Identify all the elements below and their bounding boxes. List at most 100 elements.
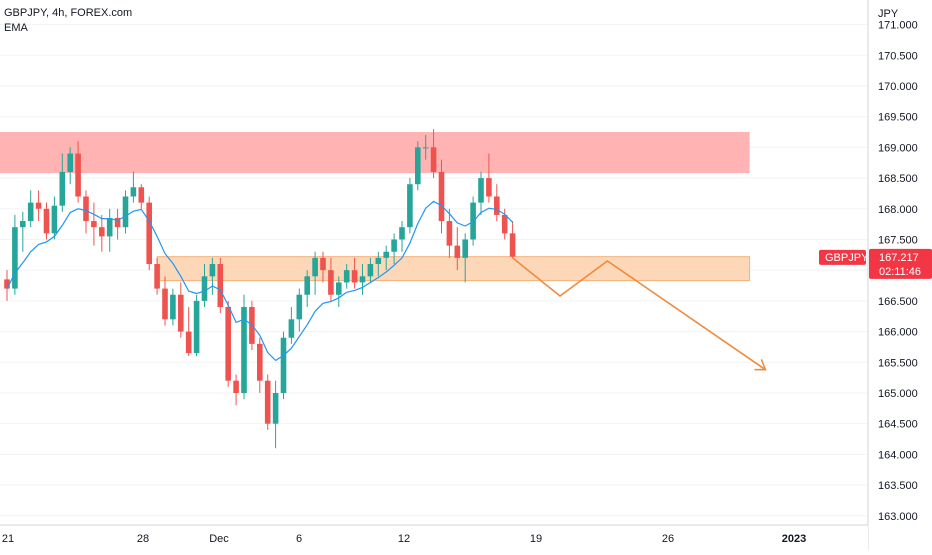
candle-body: [486, 178, 492, 197]
time-tick-label: 28: [137, 533, 149, 545]
price-tick-label: 169.000: [878, 142, 918, 154]
indicator-label[interactable]: EMA: [4, 22, 28, 34]
candle-body: [280, 337, 287, 393]
candle-body: [162, 288, 168, 320]
candle-body: [193, 300, 200, 354]
price-tick-label: 168.500: [878, 173, 918, 185]
candle-body: [122, 196, 129, 228]
candle-body: [154, 264, 160, 289]
candle-body: [304, 276, 310, 295]
candle-body: [257, 343, 263, 381]
candle-body: [446, 221, 453, 246]
time-tick-label: 19: [530, 533, 542, 545]
candle-body: [138, 187, 145, 203]
candle-body: [12, 227, 18, 289]
symbol-tag-bg: [819, 249, 866, 265]
candle-body: [91, 221, 97, 228]
time-tick-label: 6: [296, 533, 302, 545]
candle-body: [438, 171, 445, 222]
price-tag-bg: [869, 248, 932, 279]
time-tick-label: 26: [662, 533, 674, 545]
candle-body: [83, 196, 89, 222]
candle-body: [67, 153, 73, 172]
price-tick-label: 163.500: [878, 480, 918, 492]
candle-body: [75, 153, 81, 197]
candle-body: [27, 202, 34, 222]
price-tick-label: 163.000: [878, 511, 918, 523]
price-tick-label: 166.000: [878, 327, 918, 339]
candle-body: [217, 264, 224, 308]
candle-body: [178, 294, 184, 332]
resistance-zone: [0, 132, 750, 174]
candle-body: [288, 319, 295, 338]
candle-body: [201, 276, 208, 301]
candle-body: [20, 221, 26, 228]
price-tick-label: 164.000: [878, 449, 918, 461]
candle-body: [509, 233, 516, 257]
candle-body: [4, 279, 10, 289]
symbol-title[interactable]: GBPJPY, 4h, FOREX.com: [4, 7, 133, 19]
candle-body: [391, 239, 397, 252]
candles: [4, 128, 516, 449]
candle-body: [241, 307, 247, 393]
currency-label: JPY: [878, 8, 899, 20]
candle-body: [328, 270, 334, 295]
price-tick-label: 165.000: [878, 388, 918, 400]
projection-arrow: [512, 257, 766, 371]
candle-body: [264, 380, 271, 424]
time-tick-label: 21: [2, 533, 14, 545]
candle-body: [343, 270, 350, 283]
candle-body: [422, 147, 429, 149]
candle-body: [209, 264, 216, 277]
candle-body: [359, 276, 366, 283]
last-price-label: GBPJPY 167.217 02:11:46: [819, 248, 932, 279]
candle-body: [130, 187, 137, 197]
price-tick-label: 170.000: [878, 81, 918, 93]
candle-body: [478, 178, 484, 203]
time-tick-label: 2023: [782, 533, 806, 545]
candle-body: [51, 205, 58, 234]
candle-body: [272, 392, 279, 424]
support-zone: [156, 256, 751, 282]
candle-body: [35, 202, 42, 209]
candle-body: [494, 196, 500, 215]
candle-body: [399, 227, 405, 240]
candle-body: [312, 257, 318, 277]
candle-body: [185, 331, 192, 354]
candle-body: [99, 227, 105, 237]
candle-body: [43, 208, 50, 234]
price-tick-label: 164.500: [878, 419, 918, 431]
price-tick-label: 168.000: [878, 204, 918, 216]
candle-body: [462, 239, 468, 258]
candle-body: [170, 294, 176, 320]
price-tick-label: 166.500: [878, 296, 918, 308]
time-axis-bg[interactable]: [0, 525, 868, 550]
candle-body: [501, 214, 508, 234]
candle-body: [106, 217, 113, 237]
ema-line: [6, 200, 514, 362]
candle-body: [146, 202, 152, 265]
candle-body: [336, 282, 342, 295]
price-tick-label: 171.000: [878, 20, 918, 32]
candle-body: [296, 294, 303, 320]
zones: [0, 132, 751, 282]
candle-body: [351, 270, 358, 283]
price-tick-label: 169.500: [878, 112, 918, 124]
time-tick-label: Dec: [209, 533, 229, 545]
candle-body: [383, 251, 389, 258]
candle-body: [430, 147, 437, 172]
candle-body: [367, 264, 374, 277]
candle-body: [320, 257, 326, 271]
price-tick-label: 165.500: [878, 357, 918, 369]
candle-body: [225, 307, 231, 381]
countdown-tag: 02:11:46: [879, 266, 921, 278]
candle-body: [454, 245, 461, 258]
price-tick-label: 167.500: [878, 234, 918, 246]
projection-arrowhead: [754, 359, 767, 371]
price-tick-label: 170.500: [878, 50, 918, 62]
candle-body: [375, 257, 382, 265]
time-tick-label: 12: [398, 533, 410, 545]
candle-body: [407, 184, 413, 228]
